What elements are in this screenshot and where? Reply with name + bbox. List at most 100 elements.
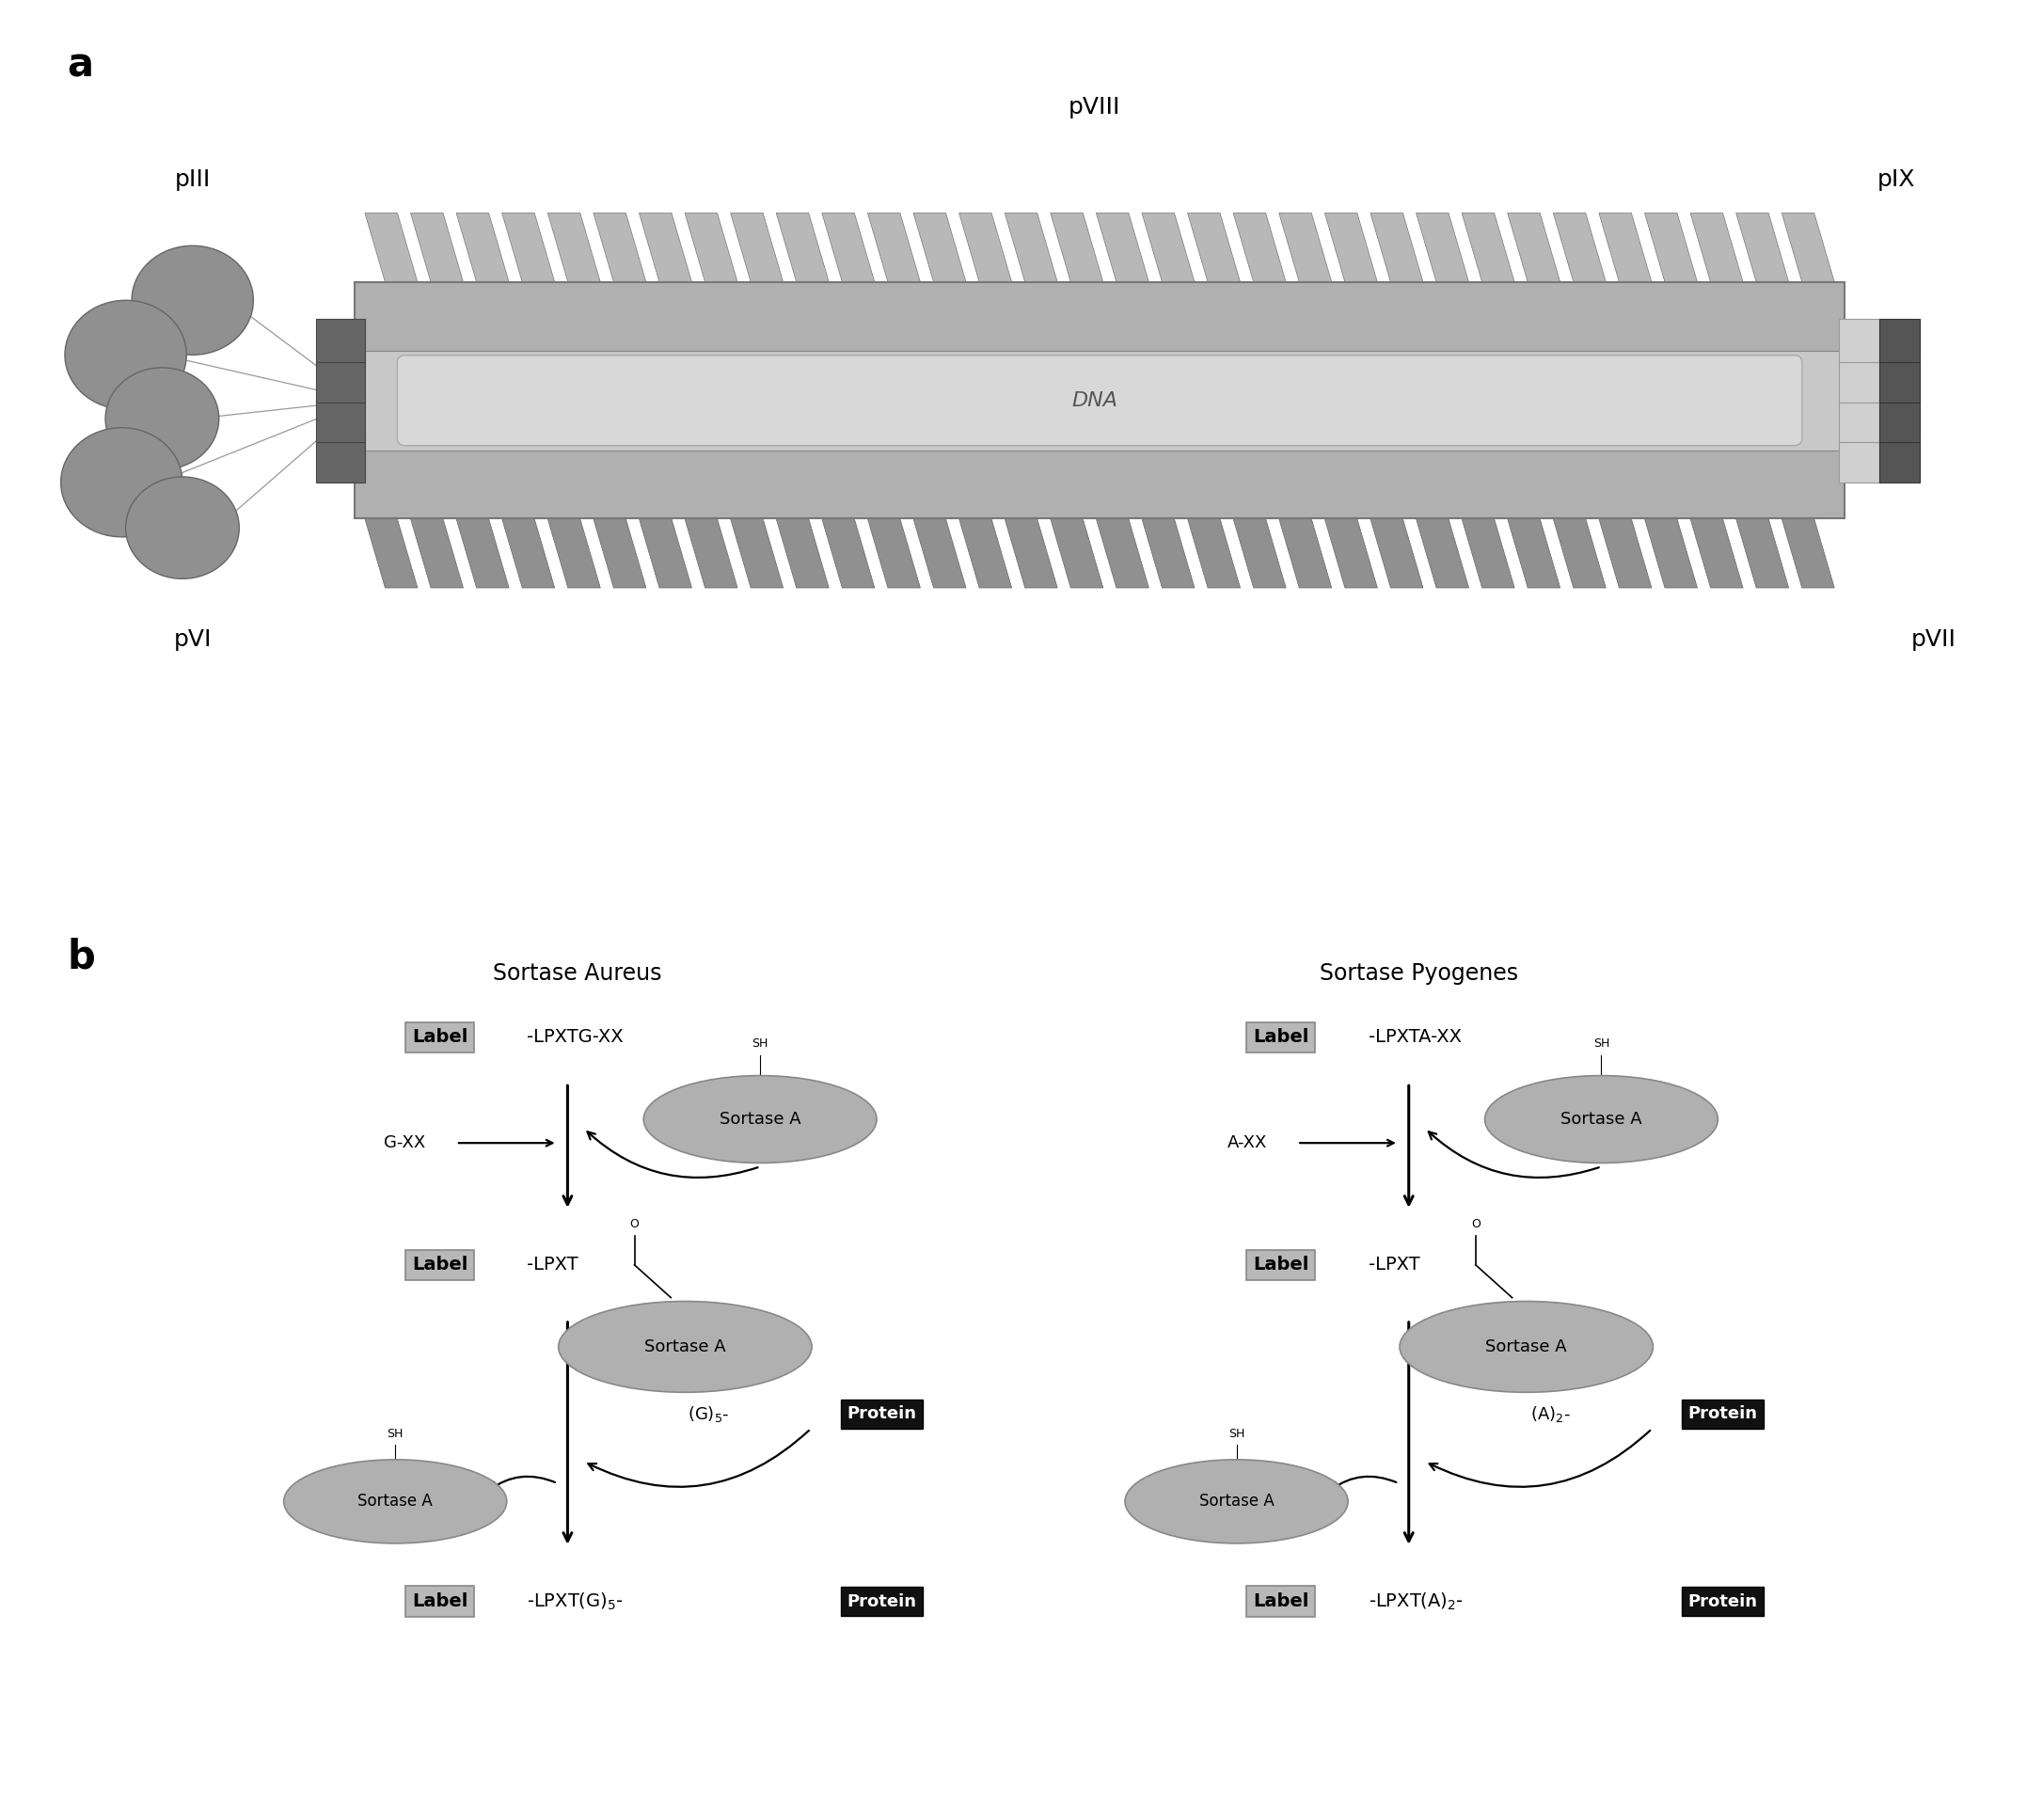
Text: Protein: Protein xyxy=(847,1592,916,1611)
Ellipse shape xyxy=(1484,1076,1717,1163)
Circle shape xyxy=(105,368,219,470)
Text: Sortase Pyogenes: Sortase Pyogenes xyxy=(1320,963,1518,985)
Polygon shape xyxy=(1370,213,1423,282)
Text: Label: Label xyxy=(411,1592,468,1611)
Text: Sortase A: Sortase A xyxy=(645,1338,726,1356)
Polygon shape xyxy=(1508,213,1561,282)
Polygon shape xyxy=(1691,519,1743,588)
Polygon shape xyxy=(1279,519,1332,588)
FancyBboxPatch shape xyxy=(316,359,365,402)
Circle shape xyxy=(65,300,186,410)
Polygon shape xyxy=(1370,519,1423,588)
Polygon shape xyxy=(1553,519,1605,588)
Polygon shape xyxy=(639,519,691,588)
Polygon shape xyxy=(868,213,920,282)
Polygon shape xyxy=(365,213,418,282)
Polygon shape xyxy=(1417,519,1470,588)
Text: Protein: Protein xyxy=(1688,1592,1757,1611)
FancyBboxPatch shape xyxy=(1879,399,1920,442)
Text: -LPXTG-XX: -LPXTG-XX xyxy=(527,1028,624,1046)
Polygon shape xyxy=(1326,213,1378,282)
Polygon shape xyxy=(456,519,509,588)
Text: pVII: pVII xyxy=(1911,628,1956,650)
Ellipse shape xyxy=(1125,1460,1348,1543)
Polygon shape xyxy=(411,213,464,282)
Text: Protein: Protein xyxy=(1688,1405,1757,1423)
Ellipse shape xyxy=(559,1301,811,1392)
FancyBboxPatch shape xyxy=(316,399,365,442)
Ellipse shape xyxy=(284,1460,507,1543)
Polygon shape xyxy=(1644,213,1697,282)
Polygon shape xyxy=(1141,213,1194,282)
Polygon shape xyxy=(1599,519,1652,588)
Text: Sortase A: Sortase A xyxy=(1486,1338,1567,1356)
Text: A-XX: A-XX xyxy=(1226,1134,1267,1152)
Text: pIX: pIX xyxy=(1877,169,1916,191)
Circle shape xyxy=(126,477,239,579)
Polygon shape xyxy=(1188,519,1241,588)
Polygon shape xyxy=(914,213,967,282)
Polygon shape xyxy=(1326,519,1378,588)
Polygon shape xyxy=(868,519,920,588)
Text: a: a xyxy=(67,46,93,86)
Polygon shape xyxy=(639,213,691,282)
Text: SH: SH xyxy=(387,1427,403,1440)
Polygon shape xyxy=(730,519,782,588)
FancyBboxPatch shape xyxy=(316,439,365,482)
FancyBboxPatch shape xyxy=(316,318,365,362)
Polygon shape xyxy=(776,213,829,282)
Polygon shape xyxy=(1232,213,1285,282)
Polygon shape xyxy=(1461,519,1514,588)
Polygon shape xyxy=(1691,213,1743,282)
Text: DNA: DNA xyxy=(1072,391,1117,410)
Text: O: O xyxy=(630,1218,639,1230)
Polygon shape xyxy=(456,213,509,282)
Text: Sortase A: Sortase A xyxy=(1198,1492,1275,1511)
Ellipse shape xyxy=(645,1076,876,1163)
Polygon shape xyxy=(1461,213,1514,282)
Text: Sortase A: Sortase A xyxy=(720,1110,801,1128)
Polygon shape xyxy=(1417,213,1470,282)
Polygon shape xyxy=(959,213,1011,282)
FancyBboxPatch shape xyxy=(1879,359,1920,402)
Ellipse shape xyxy=(1399,1301,1654,1392)
Text: (G)$_5$-: (G)$_5$- xyxy=(687,1405,730,1423)
Polygon shape xyxy=(1644,519,1697,588)
Text: Label: Label xyxy=(1253,1028,1309,1046)
Polygon shape xyxy=(685,519,738,588)
Text: SH: SH xyxy=(1593,1037,1609,1050)
FancyBboxPatch shape xyxy=(1879,318,1920,362)
Polygon shape xyxy=(503,519,555,588)
Polygon shape xyxy=(1188,213,1241,282)
Polygon shape xyxy=(1782,213,1834,282)
Polygon shape xyxy=(1005,213,1058,282)
Text: -LPXTA-XX: -LPXTA-XX xyxy=(1368,1028,1461,1046)
Polygon shape xyxy=(1097,213,1149,282)
Text: Label: Label xyxy=(411,1256,468,1274)
Polygon shape xyxy=(594,519,647,588)
Polygon shape xyxy=(1735,213,1788,282)
Text: Protein: Protein xyxy=(847,1405,916,1423)
Polygon shape xyxy=(821,519,874,588)
Polygon shape xyxy=(730,213,782,282)
Text: SH: SH xyxy=(1228,1427,1245,1440)
Polygon shape xyxy=(776,519,829,588)
Text: -LPXT(A)$_2$-: -LPXT(A)$_2$- xyxy=(1368,1591,1463,1613)
Polygon shape xyxy=(1782,519,1834,588)
Polygon shape xyxy=(914,519,967,588)
Polygon shape xyxy=(1005,519,1058,588)
Text: G-XX: G-XX xyxy=(383,1134,426,1152)
Polygon shape xyxy=(503,213,555,282)
Polygon shape xyxy=(411,519,464,588)
Polygon shape xyxy=(547,519,600,588)
FancyBboxPatch shape xyxy=(355,351,1845,450)
Polygon shape xyxy=(365,519,418,588)
FancyBboxPatch shape xyxy=(397,355,1802,446)
FancyBboxPatch shape xyxy=(355,282,1845,519)
Text: S: S xyxy=(1516,1301,1524,1314)
Text: pVI: pVI xyxy=(174,628,211,650)
Text: Label: Label xyxy=(1253,1592,1309,1611)
FancyBboxPatch shape xyxy=(1879,439,1920,482)
Polygon shape xyxy=(959,519,1011,588)
Text: Label: Label xyxy=(1253,1256,1309,1274)
